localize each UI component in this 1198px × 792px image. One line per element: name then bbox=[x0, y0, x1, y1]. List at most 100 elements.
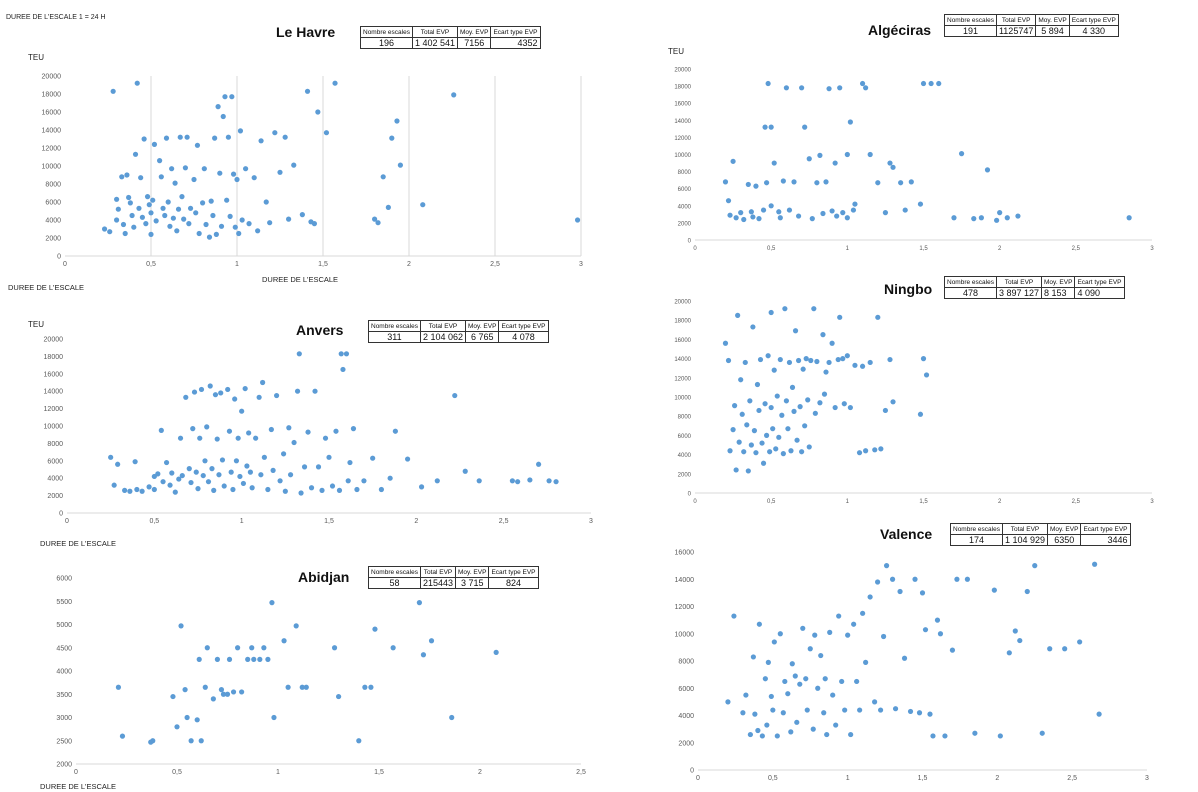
data-point-le-havre bbox=[272, 130, 278, 136]
data-point-ningbo bbox=[774, 393, 780, 399]
data-point-abidjan bbox=[202, 684, 208, 690]
data-point-valence bbox=[833, 722, 839, 728]
data-point-anvers bbox=[260, 379, 266, 386]
data-point-valence bbox=[774, 733, 780, 739]
stats-table-abidjan: Nombre escales Total EVP Moy. EVP Ecart … bbox=[368, 566, 539, 589]
data-point-anvers bbox=[274, 392, 280, 399]
data-point-abidjan bbox=[214, 656, 220, 662]
data-point-le-havre bbox=[175, 206, 182, 212]
stats-value: 824 bbox=[488, 577, 539, 589]
data-point-valence bbox=[912, 576, 918, 582]
data-point-anvers bbox=[127, 488, 133, 494]
data-point-le-havre bbox=[286, 216, 292, 222]
data-point-valence bbox=[743, 692, 749, 698]
data-point-valence bbox=[954, 576, 960, 582]
stats-table-valence: Nombre escales Total EVP Moy. EVP Ecart … bbox=[950, 523, 1131, 546]
data-point-anvers bbox=[232, 396, 238, 402]
data-point-anvers bbox=[221, 483, 227, 489]
data-point-algeciras bbox=[820, 210, 826, 217]
data-point-le-havre bbox=[227, 213, 233, 219]
data-point-ningbo bbox=[757, 356, 764, 363]
data-point-anvers bbox=[265, 486, 271, 493]
data-point-anvers bbox=[197, 435, 203, 441]
data-point-anvers bbox=[134, 486, 140, 493]
data-point-algeciras bbox=[875, 180, 881, 186]
data-point-anvers bbox=[258, 472, 264, 478]
stats-value: 3 715 bbox=[455, 577, 490, 589]
data-point-valence bbox=[768, 693, 774, 700]
data-point-algeciras bbox=[917, 201, 924, 207]
x-tick-label-ningbo: 1 bbox=[846, 499, 850, 505]
data-point-abidjan bbox=[420, 652, 427, 658]
data-point-anvers bbox=[418, 484, 425, 490]
data-point-algeciras bbox=[898, 180, 904, 186]
y-tick-label-anvers: 10000 bbox=[44, 424, 64, 431]
data-point-algeciras bbox=[780, 178, 786, 184]
data-point-algeciras bbox=[826, 86, 832, 92]
y-tick-label-ningbo: 14000 bbox=[674, 357, 691, 363]
data-point-anvers bbox=[228, 469, 234, 475]
y-axis-label-le-havre: TEU bbox=[28, 53, 44, 62]
data-point-valence bbox=[919, 590, 926, 596]
data-point-algeciras bbox=[750, 214, 756, 220]
data-point-valence bbox=[780, 710, 786, 716]
data-point-le-havre bbox=[217, 170, 223, 176]
data-point-abidjan bbox=[257, 656, 263, 662]
data-point-anvers bbox=[261, 454, 267, 460]
data-point-ningbo bbox=[773, 446, 779, 452]
data-point-valence bbox=[777, 631, 783, 637]
data-point-anvers bbox=[155, 471, 161, 477]
y-tick-label-abidjan: 6000 bbox=[56, 576, 72, 583]
data-point-anvers bbox=[315, 464, 322, 470]
data-point-valence bbox=[930, 733, 936, 739]
data-point-anvers bbox=[462, 468, 468, 474]
data-point-valence bbox=[725, 699, 731, 705]
data-point-anvers bbox=[270, 467, 276, 473]
data-point-algeciras bbox=[882, 210, 889, 216]
data-point-le-havre bbox=[311, 221, 317, 227]
y-tick-label-valence: 14000 bbox=[675, 577, 695, 584]
data-point-valence bbox=[877, 707, 884, 713]
data-point-le-havre bbox=[201, 166, 207, 172]
y-tick-label-le-havre: 14000 bbox=[42, 128, 62, 135]
data-point-anvers bbox=[546, 478, 552, 484]
data-point-anvers bbox=[286, 425, 292, 431]
x-tick-label-anvers: 1 bbox=[240, 518, 244, 525]
data-point-anvers bbox=[240, 480, 247, 487]
data-point-valence bbox=[789, 661, 795, 667]
data-point-algeciras bbox=[850, 207, 857, 213]
data-point-valence bbox=[804, 707, 810, 713]
y-tick-label-le-havre: 12000 bbox=[42, 146, 62, 153]
data-point-ningbo bbox=[887, 356, 893, 363]
data-point-valence bbox=[747, 731, 753, 738]
data-point-anvers bbox=[195, 486, 201, 492]
data-point-le-havre bbox=[186, 221, 192, 227]
stats-value: 6350 bbox=[1047, 534, 1082, 546]
data-point-abidjan bbox=[119, 733, 126, 739]
data-point-ningbo bbox=[856, 450, 863, 456]
x-axis-label-anvers: DUREE DE L'ESCALE bbox=[40, 539, 116, 548]
data-point-valence bbox=[1032, 563, 1038, 569]
data-point-valence bbox=[762, 676, 768, 682]
data-point-ningbo bbox=[762, 401, 768, 407]
data-point-valence bbox=[1017, 637, 1023, 644]
x-tick-label-abidjan: 1,5 bbox=[374, 769, 384, 776]
data-point-anvers bbox=[305, 429, 311, 435]
data-point-abidjan bbox=[150, 738, 156, 744]
y-tick-label-anvers: 14000 bbox=[44, 389, 64, 396]
y-tick-label-le-havre: 6000 bbox=[45, 200, 61, 207]
data-point-ningbo bbox=[841, 401, 847, 407]
data-point-anvers bbox=[214, 436, 220, 442]
data-point-anvers bbox=[336, 487, 343, 493]
data-point-anvers bbox=[172, 489, 178, 495]
data-point-ningbo bbox=[780, 451, 786, 457]
data-point-algeciras bbox=[814, 180, 820, 186]
stats-table-le-havre: Nombre escales Total EVP Moy. EVP Ecart … bbox=[360, 26, 541, 49]
data-point-valence bbox=[880, 633, 887, 640]
x-tick-label-anvers: 0,5 bbox=[149, 518, 159, 525]
data-point-algeciras bbox=[837, 85, 843, 91]
data-point-anvers bbox=[233, 458, 240, 464]
data-point-anvers bbox=[204, 424, 210, 430]
data-point-algeciras bbox=[763, 180, 770, 186]
data-point-algeciras bbox=[725, 198, 732, 204]
